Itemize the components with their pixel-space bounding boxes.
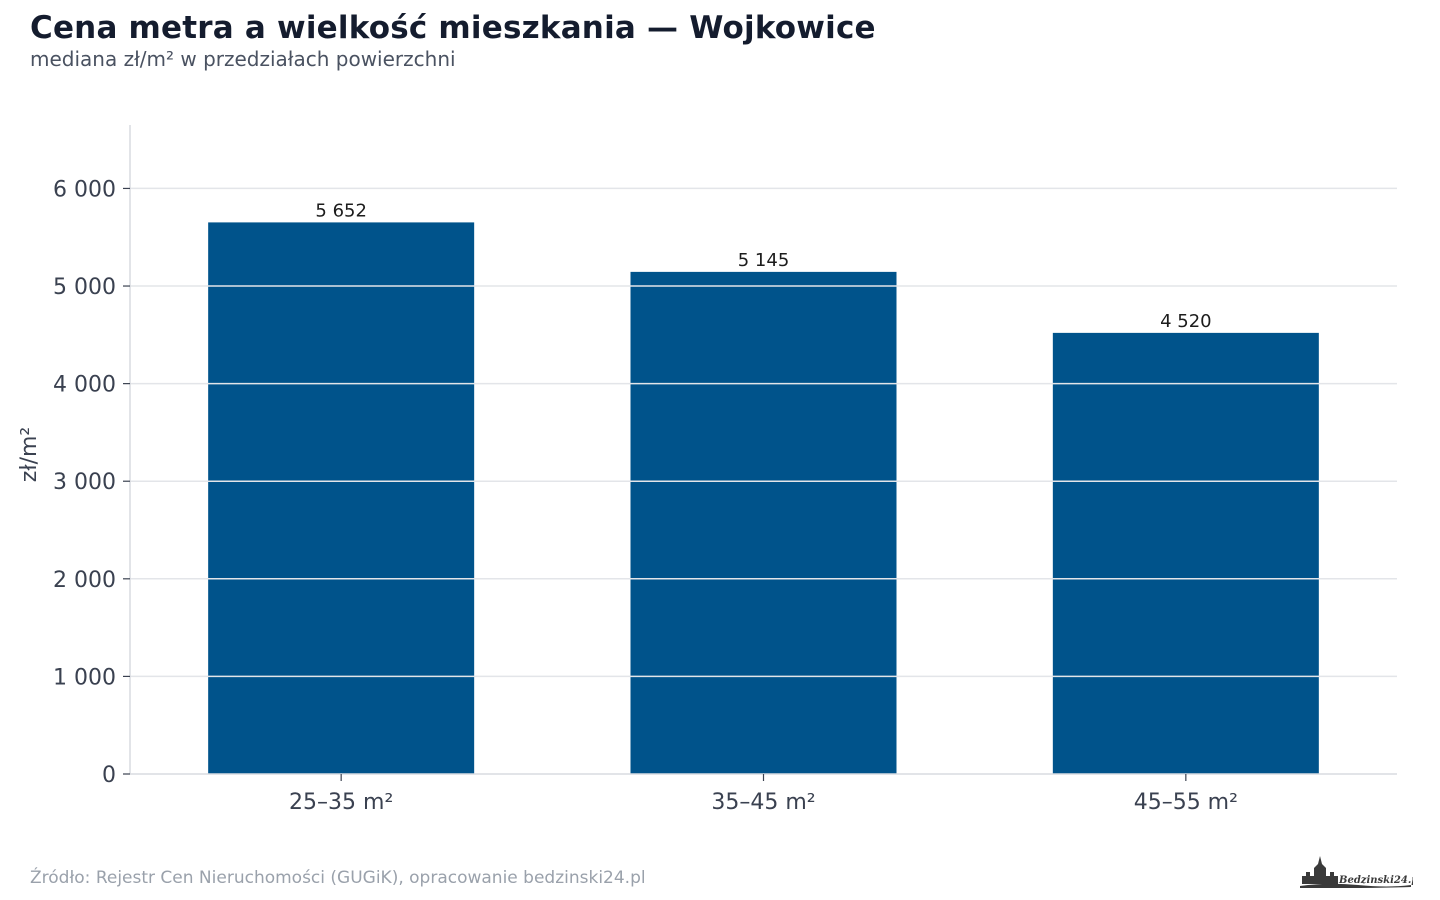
y-tick-label: 2 000 [53,568,116,593]
chart-title: Cena metra a wielkość mieszkania — Wojko… [30,10,876,46]
chart-subtitle: mediana zł/m² w przedziałach powierzchni [30,47,456,71]
x-tick-label: 35–45 m² [711,790,815,815]
y-tick-label: 0 [102,763,116,788]
bar [1052,332,1319,774]
x-tick-label: 25–35 m² [289,790,393,815]
y-axis-title: zł/m² [17,427,42,482]
y-tick-label: 6 000 [53,177,116,202]
y-tick-label: 3 000 [53,470,116,495]
svg-text:Bedzinski24.pl: Bedzinski24.pl [1338,875,1413,886]
x-tick-label: 45–55 m² [1134,790,1238,815]
bar [630,271,897,774]
source-note: Źródło: Rejestr Cen Nieruchomości (GUGiK… [30,868,646,888]
y-tick-label: 5 000 [53,275,116,300]
bar-value-label: 4 520 [1160,311,1212,332]
bar-value-label: 5 652 [315,200,367,221]
bar [208,222,475,774]
bedzinski24-logo: Bedzinski24.pl [1300,856,1413,888]
y-tick-label: 4 000 [53,373,116,398]
bar-value-label: 5 145 [738,250,790,271]
y-tick-label: 1 000 [53,665,116,690]
